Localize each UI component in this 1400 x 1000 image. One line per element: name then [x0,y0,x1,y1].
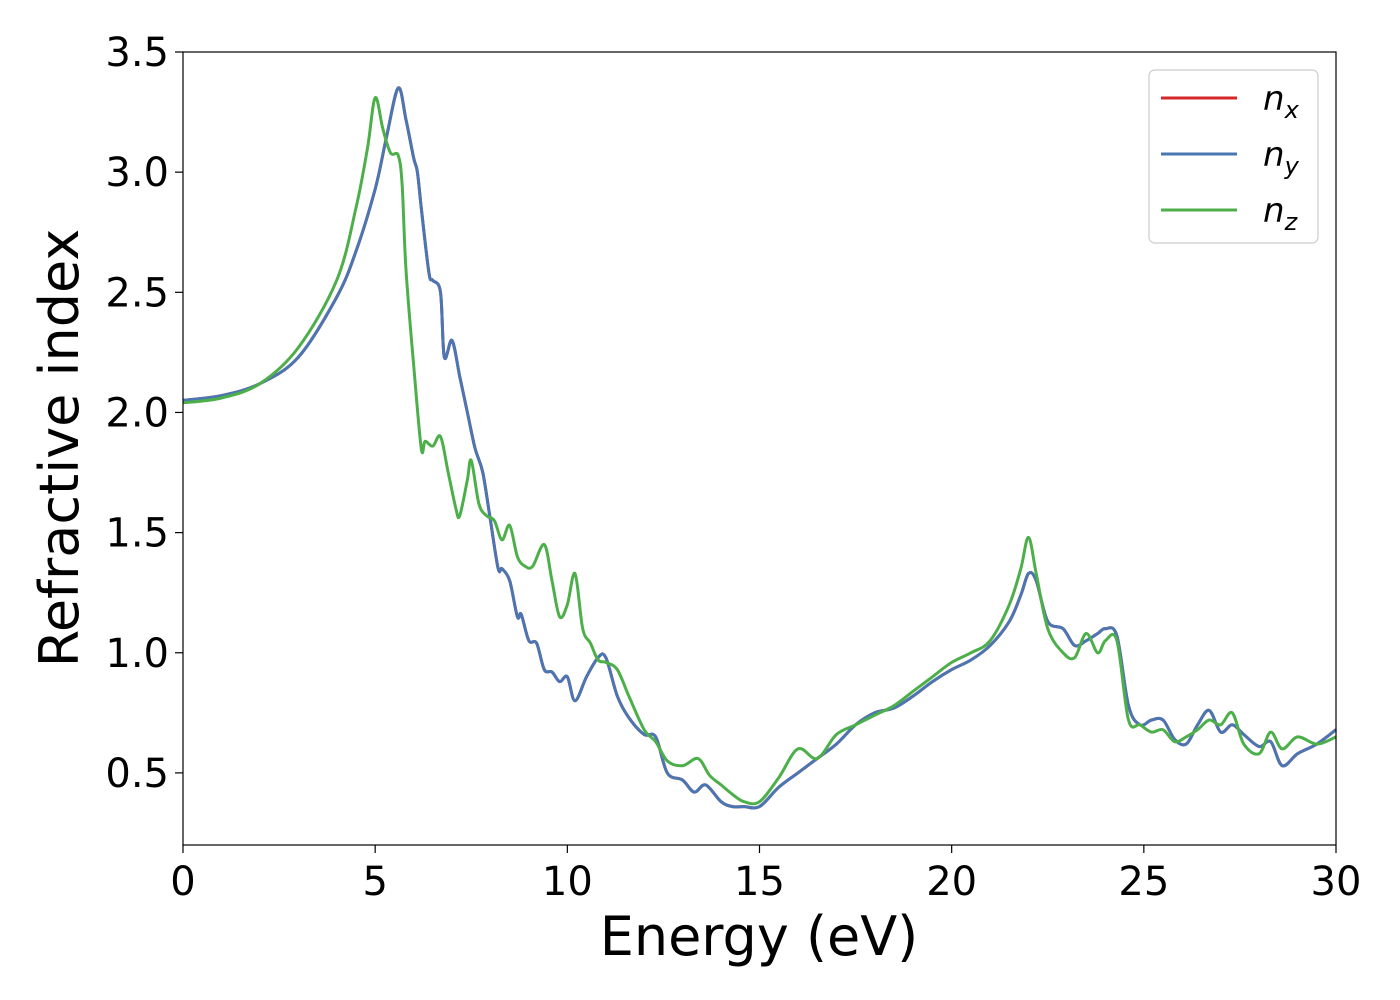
y-axis-ticks: 0.5 1.0 1.5 2.0 2.5 3.0 3.5 [105,30,183,797]
y-axis-label: Refractive index [28,229,91,668]
x-axis-ticks: 0 5 10 15 20 25 30 [170,845,1361,905]
x-axis-label: Energy (eV) [600,905,919,968]
legend-label: nx [1263,79,1300,124]
x-tick-label: 30 [1311,859,1362,905]
y-tick-label: 1.5 [105,511,169,557]
y-tick-label: 0.5 [105,751,169,797]
y-tick-label: 2.5 [105,270,169,316]
x-tick-label: 20 [926,859,977,905]
legend-label: ny [1263,135,1300,180]
x-tick-label: 25 [1118,859,1169,905]
series-line-z [182,96,1337,806]
legend-box [1148,69,1319,244]
y-tick-label: 3.0 [105,150,169,196]
legend: nx ny nz [1148,69,1319,244]
legend-label: nz [1263,191,1299,236]
x-tick-label: 15 [734,859,785,905]
y-tick-label: 3.5 [105,30,169,76]
x-tick-label: 0 [170,859,195,905]
y-tick-label: 1.0 [105,631,169,677]
y-tick-label: 2.0 [105,390,169,436]
x-tick-label: 10 [542,859,593,905]
x-tick-label: 5 [362,859,387,905]
series-layer [182,86,1337,810]
